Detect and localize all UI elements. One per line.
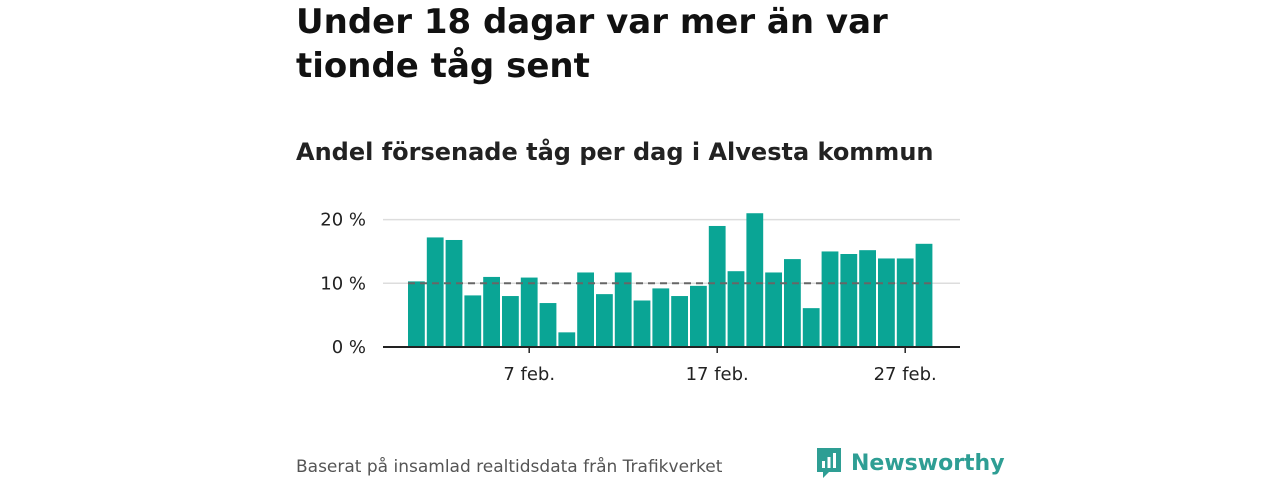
brand[interactable]: Newsworthy: [815, 446, 1005, 480]
bar: [896, 258, 914, 347]
bar: [671, 296, 688, 347]
bar: [596, 294, 613, 347]
x-tick-label: 7 feb.: [503, 364, 555, 385]
bar: [464, 295, 482, 347]
bar: [614, 272, 632, 347]
bar: [840, 253, 858, 347]
bar: [746, 213, 764, 347]
bar: [652, 288, 670, 347]
bar: [727, 271, 745, 347]
source-note: Baserat på insamlad realtidsdata från Tr…: [296, 457, 723, 477]
bar: [765, 272, 782, 347]
bar: [502, 296, 519, 347]
axes: 0 % 10 % 20 % 7 feb. 17 feb. 27 feb.: [320, 210, 960, 385]
chart-subtitle: Andel försenade tåg per dag i Alvesta ko…: [296, 138, 934, 166]
bar: [784, 259, 801, 347]
brand-name[interactable]: Newsworthy: [851, 450, 1005, 476]
bar: [690, 285, 707, 347]
bar: [558, 332, 576, 347]
x-tick-label: 17 feb.: [686, 364, 749, 385]
y-tick-label: 20 %: [320, 210, 366, 231]
bar: [577, 272, 594, 347]
bar: [539, 303, 557, 347]
bar: [426, 237, 444, 347]
bar: [408, 281, 425, 347]
bar: [708, 225, 726, 347]
bar: [802, 308, 820, 347]
bars: [408, 213, 933, 347]
bar: [878, 258, 895, 347]
y-tick-label: 10 %: [320, 273, 366, 294]
bar: [633, 300, 651, 347]
bar: [520, 277, 538, 347]
headline: Under 18 dagar var mer än var tionde tåg…: [296, 2, 888, 86]
bar: [483, 276, 500, 347]
bar: [859, 250, 876, 347]
bar: [915, 243, 933, 347]
y-tick-label: 0 %: [332, 337, 366, 358]
bar: [445, 239, 463, 347]
newsworthy-logo-icon: [817, 448, 841, 478]
bar: [821, 251, 839, 347]
x-tick-label: 27 feb.: [874, 364, 937, 385]
